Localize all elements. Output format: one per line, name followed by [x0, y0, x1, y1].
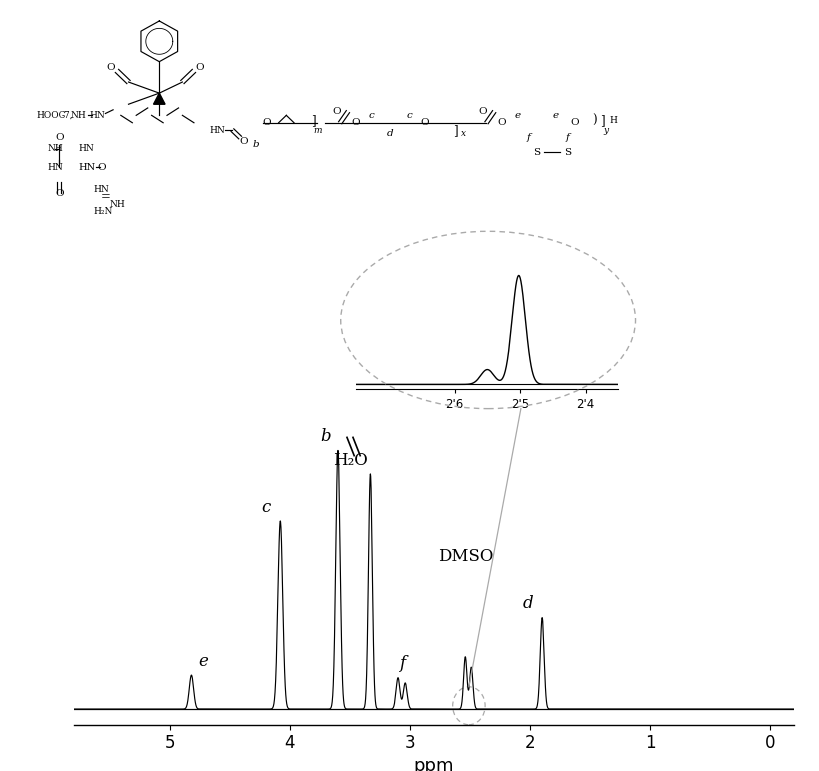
Text: S: S: [533, 148, 540, 157]
Text: c: c: [261, 499, 270, 516]
Text: NH: NH: [70, 111, 86, 120]
Text: NH: NH: [48, 144, 63, 153]
Text: O: O: [421, 118, 429, 127]
Text: O: O: [196, 62, 204, 72]
X-axis label: ppm: ppm: [414, 756, 455, 771]
Text: HOOC: HOOC: [36, 111, 66, 120]
Text: O: O: [55, 133, 64, 142]
Text: O: O: [332, 107, 341, 116]
Text: y: y: [604, 126, 609, 135]
Text: e: e: [553, 111, 559, 120]
Text: S: S: [563, 148, 571, 157]
Text: e: e: [198, 653, 208, 670]
Text: HN: HN: [94, 185, 110, 194]
Text: H₂O: H₂O: [333, 452, 368, 469]
Text: f: f: [399, 655, 405, 672]
Text: d: d: [387, 130, 394, 138]
Text: O: O: [478, 107, 487, 116]
Text: ]: ]: [311, 114, 315, 127]
Text: ): ): [592, 114, 596, 127]
Text: x: x: [461, 130, 466, 138]
Text: H₂N: H₂N: [94, 207, 113, 216]
Text: DMSO: DMSO: [437, 548, 493, 565]
Text: O: O: [351, 118, 360, 127]
Text: O: O: [263, 118, 271, 127]
Text: O: O: [97, 163, 106, 172]
Text: ]: ]: [600, 114, 604, 127]
Text: O: O: [55, 189, 64, 197]
Text: b: b: [252, 140, 259, 150]
Text: b: b: [321, 428, 331, 445]
Text: O: O: [498, 118, 506, 127]
Text: HN: HN: [48, 163, 63, 172]
Text: H: H: [609, 116, 618, 126]
Text: e: e: [514, 111, 520, 120]
Text: c: c: [406, 111, 413, 120]
Text: O: O: [571, 118, 579, 127]
Text: HN: HN: [209, 126, 225, 135]
Text: -7,: -7,: [61, 111, 73, 120]
Text: =: =: [101, 190, 111, 204]
Text: O: O: [240, 136, 248, 146]
Polygon shape: [153, 93, 165, 104]
Text: f: f: [565, 133, 569, 142]
Text: HN: HN: [90, 111, 106, 120]
Text: HN: HN: [79, 163, 96, 172]
Text: HN: HN: [79, 144, 94, 153]
Text: f: f: [527, 133, 531, 142]
Text: m: m: [313, 126, 321, 135]
Text: NH: NH: [109, 200, 125, 209]
Text: c: c: [368, 111, 374, 120]
Text: O: O: [106, 62, 115, 72]
Text: d: d: [523, 595, 533, 612]
Text: ]: ]: [454, 123, 458, 136]
